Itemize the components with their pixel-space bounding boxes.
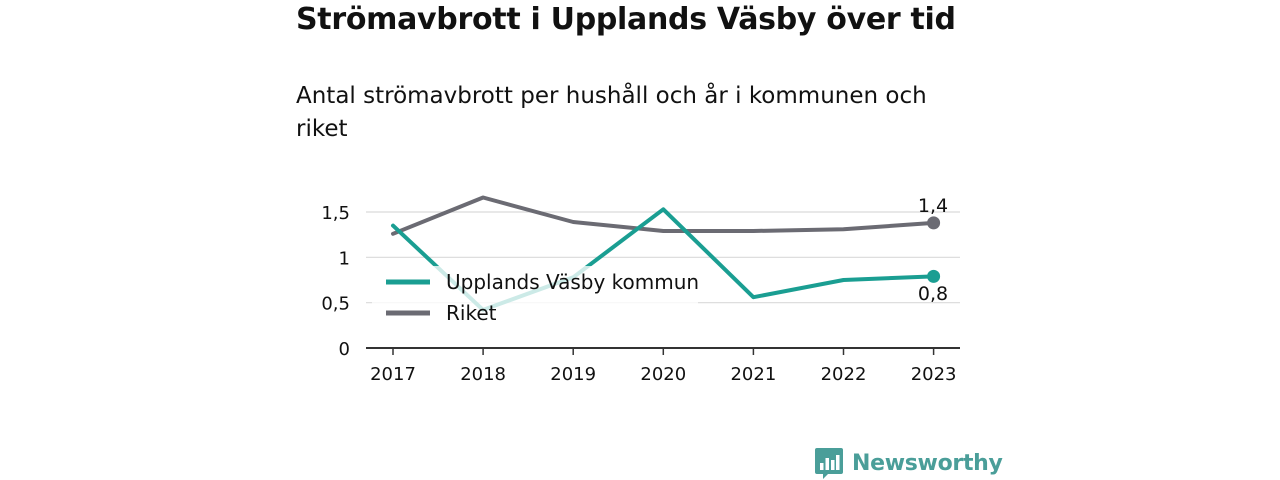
x-tick-label: 2022 [821,364,867,385]
legend-label-riket: Riket [446,301,497,325]
x-tick-label: 2018 [460,364,506,385]
end-points [927,216,941,283]
y-tick-label: 1 [339,248,350,269]
x-tick-label: 2019 [550,364,596,385]
y-tick-label: 0 [339,339,350,360]
legend: Upplands Väsby kommun Riket [372,266,699,330]
chart-subtitle: Antal strömavbrott per hushåll och år i … [296,83,927,142]
y-axis-ticks: 0 0,5 1 1,5 [321,203,350,360]
newsworthy-logo-icon [815,448,843,479]
legend-background [372,266,698,330]
brand-name: Newsworthy [852,450,1003,476]
x-tick-label: 2023 [911,364,957,385]
x-tick-label: 2017 [370,364,416,385]
end-label-kommun: 0,8 [918,283,948,305]
x-tick-label: 2021 [730,364,776,385]
legend-label-kommun: Upplands Väsby kommun [446,270,699,294]
end-point-kommun [927,269,941,283]
y-tick-label: 1,5 [321,203,350,224]
newsworthy-logo: Newsworthy [814,446,1003,480]
series-line-riket [391,195,936,236]
y-tick-label: 0,5 [321,294,350,315]
x-tick-label: 2020 [640,364,686,385]
end-point-riket [927,216,941,230]
chart-title: Strömavbrott i Upplands Väsby över tid [296,2,956,37]
end-label-riket: 1,4 [918,195,948,217]
x-axis-ticks: 2017 2018 2019 2020 2021 2022 2023 [370,348,957,385]
